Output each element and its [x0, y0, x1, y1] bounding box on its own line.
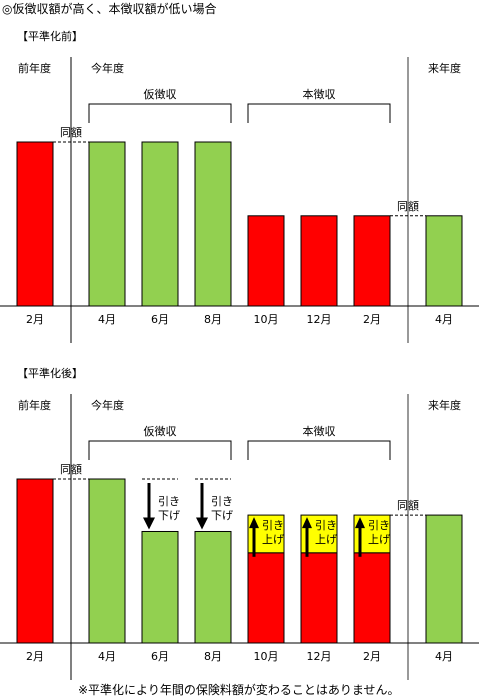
up-arrow-head — [249, 517, 259, 529]
bar-12月 — [300, 215, 338, 307]
up-arrow-head — [302, 517, 312, 529]
lowered-label-line2: 下げ — [158, 509, 180, 522]
bar-10月 — [247, 215, 285, 307]
bracket-provisional-label: 仮徴収 — [144, 87, 177, 101]
header-next-year: 来年度 — [428, 398, 461, 412]
raised-label-line1: 引き — [315, 518, 337, 532]
raised-label-line2: 上げ — [315, 533, 337, 546]
footnote: ※平準化により年間の保険料額が変わることはありません。 — [78, 682, 399, 697]
month-label: 10月 — [254, 650, 279, 663]
bar-4月 — [88, 478, 126, 644]
header-next-year: 来年度 — [428, 61, 461, 75]
raised-label-line1: 引き — [368, 518, 390, 532]
section-label: 【平準化前】 — [17, 29, 83, 43]
month-label: 4月 — [435, 313, 453, 326]
raised-label-line2: 上げ — [368, 533, 390, 546]
same-amount-label-left: 同額 — [60, 463, 82, 476]
raised-label-line2: 上げ — [262, 533, 284, 546]
bracket-main-label: 本徴収 — [303, 87, 336, 101]
month-label: 4月 — [98, 650, 116, 663]
month-label: 2月 — [363, 650, 381, 663]
header-prev-year: 前年度 — [18, 398, 51, 412]
page-title: ◎仮徴収額が高く、本徴収額が低い場合 — [2, 1, 216, 16]
bar-2月 — [16, 141, 54, 307]
bar-6月 — [141, 141, 179, 307]
bar-4月 — [425, 514, 463, 644]
bracket-main — [247, 440, 391, 460]
bar-4月 — [425, 215, 463, 307]
bracket-main-label: 本徴収 — [303, 424, 336, 438]
lowered-label-line1: 引き — [211, 494, 233, 508]
bracket-provisional — [88, 440, 232, 460]
month-label: 4月 — [435, 650, 453, 663]
month-label: 6月 — [151, 313, 169, 326]
bar-2月 — [16, 478, 54, 644]
month-label: 6月 — [151, 650, 169, 663]
same-amount-label-right: 同額 — [397, 499, 419, 512]
lowered-label-line2: 下げ — [211, 509, 233, 522]
bracket-provisional — [88, 103, 232, 123]
header-this-year: 今年度 — [91, 398, 124, 412]
month-label: 2月 — [26, 650, 44, 663]
bar-2月 — [353, 215, 391, 307]
month-label: 12月 — [307, 313, 332, 326]
month-label: 4月 — [98, 313, 116, 326]
bar-2月 — [353, 552, 391, 644]
bar-6月 — [141, 530, 179, 644]
header-this-year: 今年度 — [91, 61, 124, 75]
section-label: 【平準化後】 — [17, 366, 83, 380]
lowered-label-line1: 引き — [158, 494, 180, 508]
month-label: 2月 — [363, 313, 381, 326]
header-prev-year: 前年度 — [18, 61, 51, 75]
month-label: 12月 — [307, 650, 332, 663]
month-label: 10月 — [254, 313, 279, 326]
bracket-main — [247, 103, 391, 123]
bar-10月 — [247, 552, 285, 644]
up-arrow-head — [355, 517, 365, 529]
month-label: 8月 — [204, 650, 222, 663]
month-label: 2月 — [26, 313, 44, 326]
bracket-provisional-label: 仮徴収 — [144, 424, 177, 438]
bar-8月 — [194, 530, 232, 644]
bar-4月 — [88, 141, 126, 307]
down-arrow-head — [196, 517, 208, 530]
down-arrow-head — [143, 517, 155, 530]
bar-8月 — [194, 141, 232, 307]
same-amount-label-right: 同額 — [397, 200, 419, 213]
raised-label-line1: 引き — [262, 518, 284, 532]
month-label: 8月 — [204, 313, 222, 326]
same-amount-label-left: 同額 — [60, 126, 82, 139]
bar-12月 — [300, 552, 338, 644]
